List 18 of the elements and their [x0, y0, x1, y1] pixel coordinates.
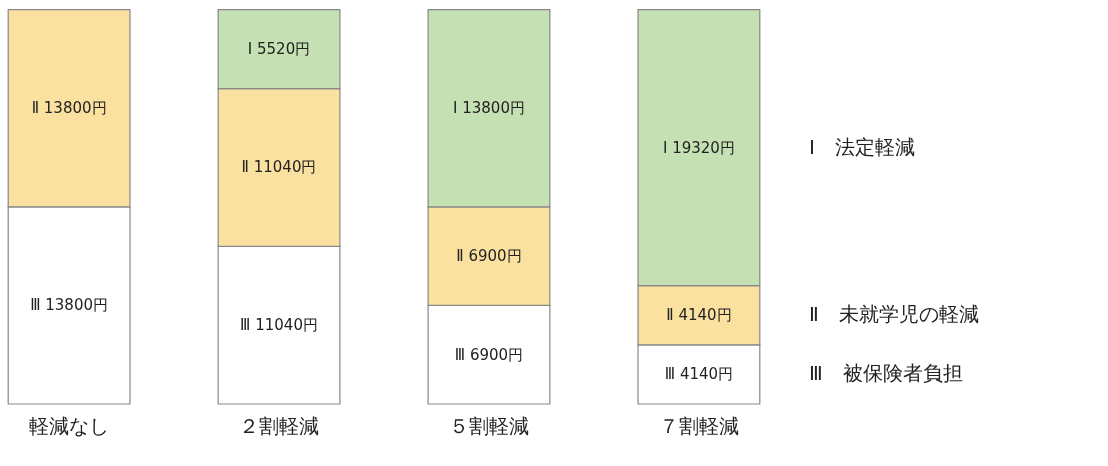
x-tick-label: 軽減なし — [29, 413, 110, 438]
data-label: Ⅲ 13800円 — [30, 296, 108, 315]
x-tick-label: ７割軽減 — [658, 413, 739, 438]
data-label: Ⅱ 13800円 — [31, 99, 107, 118]
data-label: Ⅲ 4140円 — [664, 365, 734, 384]
data-label: Ⅲ 6900円 — [454, 345, 524, 364]
data-label: Ⅲ 11040円 — [240, 316, 318, 335]
data-label: Ⅱ 6900円 — [456, 247, 522, 266]
text: Ⅰ 法定軽減 — [808, 134, 915, 159]
data-label: Ⅰ 5520円 — [247, 40, 311, 59]
data-label: Ⅰ 19320円 — [662, 138, 735, 157]
data-label: Ⅱ 4140円 — [666, 306, 732, 325]
data-label: Ⅱ 11040円 — [241, 158, 317, 177]
text: Ⅲ 被保険者負担 — [808, 361, 963, 386]
text: Ⅱ 未就学児の軽減 — [808, 302, 979, 327]
x-tick-label: ５割軽減 — [448, 413, 529, 438]
data-label: Ⅰ 13800円 — [453, 99, 525, 118]
x-tick-label: ２割軽減 — [239, 413, 320, 438]
